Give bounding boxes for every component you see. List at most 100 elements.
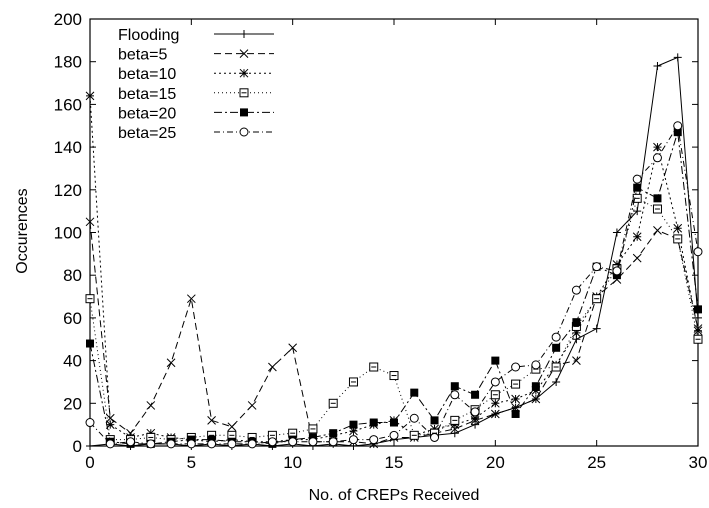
data-point (329, 429, 338, 438)
data-point (673, 121, 683, 131)
legend-label: beta=25 (118, 125, 176, 142)
series-line (89, 221, 699, 445)
legend-marker (240, 30, 248, 38)
data-point (430, 432, 440, 442)
data-point (146, 439, 156, 449)
data-point (632, 253, 642, 263)
data-point (652, 153, 662, 163)
data-point (105, 439, 115, 449)
data-point (490, 409, 500, 419)
legend-marker (239, 68, 249, 78)
data-point (592, 262, 602, 272)
series-beta-15 (85, 193, 703, 445)
data-point (632, 232, 642, 242)
data-point (552, 377, 561, 386)
data-point (673, 223, 683, 233)
data-point (653, 61, 662, 70)
data-point (166, 439, 176, 449)
data-point (633, 207, 642, 216)
legend: Flooding beta=5 beta=10 beta=15 beta=20 beta=… (118, 27, 274, 142)
data-point (186, 294, 196, 304)
data-point (86, 442, 94, 450)
data-point (450, 429, 459, 438)
y-tick-label: 60 (63, 309, 82, 328)
data-point (632, 174, 642, 184)
data-point (653, 142, 662, 152)
y-tick-label: 120 (54, 181, 82, 200)
data-point (369, 435, 379, 445)
data-point (348, 435, 358, 445)
legend-marker (239, 127, 249, 137)
data-point (288, 343, 298, 353)
data-point (490, 398, 500, 408)
data-point (470, 413, 480, 423)
data-point (572, 356, 581, 365)
data-point (267, 437, 277, 447)
y-tick-label: 100 (54, 224, 82, 243)
y-tick-label: 200 (54, 10, 82, 29)
data-point (268, 362, 277, 372)
data-point (85, 418, 95, 428)
data-point (612, 266, 622, 276)
data-point (531, 394, 541, 404)
x-axis-label: No. of CREPs Received (309, 487, 480, 504)
data-point (105, 413, 115, 423)
series-line (89, 56, 699, 447)
legend-label: beta=20 (118, 105, 176, 122)
data-point (572, 318, 581, 327)
legend-label: beta=10 (118, 66, 176, 83)
plot-frame (89, 18, 699, 447)
series-beta-25 (85, 121, 703, 449)
data-point (146, 401, 156, 410)
data-point (592, 324, 601, 333)
y-tick-label: 0 (73, 437, 82, 456)
data-point (694, 305, 702, 314)
data-point (207, 439, 217, 449)
data-point (612, 228, 621, 237)
data-point (349, 420, 358, 429)
series-beta-5 (85, 217, 703, 449)
plot-area: 0 20 40 60 80 100 120 140 160 180 200 0 5 10 15 20 25 30 F… (54, 10, 708, 472)
x-tick-label: 25 (587, 453, 606, 472)
data-point (85, 91, 95, 101)
x-tick-label: 0 (85, 453, 94, 472)
data-point (511, 394, 520, 404)
x-tick-label: 20 (486, 453, 505, 472)
data-point (247, 439, 257, 449)
data-point (430, 416, 439, 425)
y-tick-label: 40 (63, 352, 82, 371)
data-point (491, 356, 500, 365)
data-point (247, 401, 257, 410)
data-point (531, 360, 541, 370)
data-point (389, 430, 399, 440)
data-point (390, 418, 398, 427)
y-tick-label: 160 (54, 95, 82, 114)
data-point (450, 390, 460, 400)
x-tick-label: 15 (385, 453, 404, 472)
data-point (653, 194, 662, 203)
data-point (349, 426, 358, 436)
y-tick-label: 80 (63, 266, 82, 285)
y-tick-label: 180 (54, 53, 82, 72)
data-point (693, 247, 703, 257)
data-point (328, 437, 338, 447)
legend-label: beta=15 (118, 86, 176, 103)
legend-label: beta=5 (118, 47, 167, 64)
data-point (86, 339, 94, 348)
legend-marker (239, 49, 249, 58)
data-point (85, 217, 95, 227)
data-point (470, 407, 480, 417)
data-point (308, 437, 318, 447)
data-point (531, 386, 541, 395)
data-point (288, 437, 298, 447)
x-tick-label: 5 (187, 453, 196, 472)
data-point (186, 439, 196, 449)
data-point (694, 313, 702, 322)
data-point (207, 416, 216, 425)
y-axis-label: Occurences (14, 188, 31, 273)
data-point (450, 382, 459, 391)
data-point (551, 332, 561, 342)
legend-marker (240, 108, 248, 117)
data-point (166, 358, 176, 368)
